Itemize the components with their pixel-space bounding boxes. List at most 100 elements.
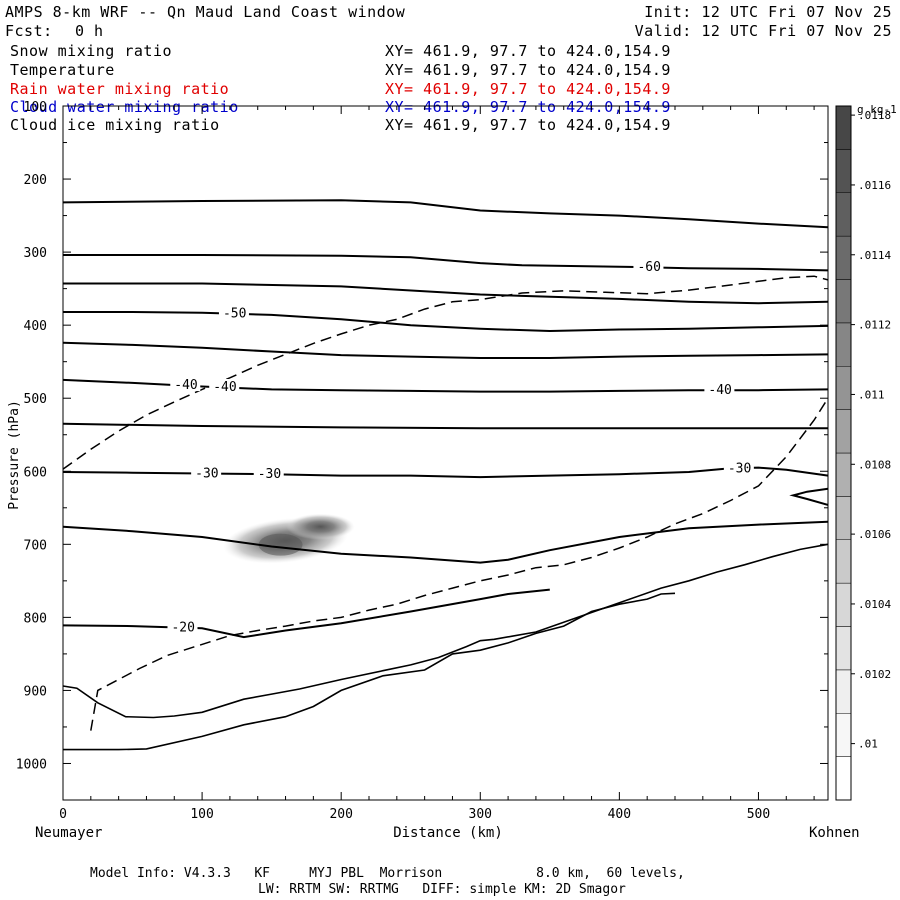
temperature-contour bbox=[62, 466, 829, 479]
temperature-contour bbox=[62, 341, 829, 359]
contour-label: -30 bbox=[258, 467, 281, 482]
legend-xy: XY= 461.9, 97.7 to 424.0,154.9 bbox=[385, 80, 671, 98]
contour-label: -30 bbox=[195, 466, 218, 481]
colorbar-swatch bbox=[835, 409, 852, 454]
terrain-line bbox=[63, 592, 676, 751]
x-axis-label: Distance (km) bbox=[393, 825, 503, 841]
x-right-label: Kohnen bbox=[809, 825, 860, 841]
colorbar-swatch bbox=[835, 279, 852, 324]
temperature-contour bbox=[63, 282, 829, 305]
colorbar-swatch bbox=[835, 192, 852, 237]
legend-name: Snow mixing ratio bbox=[10, 42, 173, 60]
init-time: Init: 12 UTC Fri 07 Nov 25 bbox=[644, 3, 892, 21]
y-axis-label: Pressure (hPa) bbox=[7, 400, 22, 510]
fcst-value: 0 h bbox=[75, 22, 104, 40]
temperature-contour bbox=[63, 254, 829, 272]
contour-label: -40 bbox=[174, 378, 197, 393]
fcst-label: Fcst: bbox=[5, 22, 53, 40]
contour-label-bg bbox=[704, 382, 735, 397]
colorbar-swatch bbox=[835, 105, 852, 150]
legend-xy: XY= 461.9, 97.7 to 424.0,154.9 bbox=[385, 116, 671, 134]
snow-contour bbox=[62, 275, 829, 470]
contour-label: -40 bbox=[708, 383, 731, 398]
colorbar-tick-label: .0116 bbox=[858, 179, 891, 192]
cloud-ice-core bbox=[258, 533, 303, 556]
contour-label: -50 bbox=[223, 306, 246, 321]
legend-name: Temperature bbox=[10, 61, 115, 79]
colorbar-tick-label: .0104 bbox=[858, 598, 891, 611]
y-tick-label: 500 bbox=[24, 392, 47, 407]
contour-label-bg bbox=[633, 259, 664, 274]
colorbar-tick-label: .0112 bbox=[858, 319, 891, 332]
x-tick-label: 100 bbox=[190, 807, 213, 822]
axes: 100 200 300 400 500 600 700 800 900 1000 0 100 200 30… bbox=[16, 100, 829, 822]
model-info-line1: Model Info: V4.3.3 KF MYJ PBL Morrison 8… bbox=[90, 866, 685, 881]
x-tick-label: 200 bbox=[329, 807, 352, 822]
y-tick-label: 100 bbox=[24, 100, 47, 115]
legend-xy: XY= 461.9, 97.7 to 424.0,154.9 bbox=[385, 42, 671, 60]
colorbar-tick-label: .0118 bbox=[858, 109, 891, 122]
valid-time: Valid: 12 UTC Fri 07 Nov 25 bbox=[634, 22, 892, 40]
y-tick-label: 600 bbox=[24, 465, 47, 480]
colorbar-swatch bbox=[835, 539, 852, 584]
y-tick-label: 300 bbox=[24, 246, 47, 261]
y-tick-label: 200 bbox=[24, 173, 47, 188]
colorbar: .01 .0102 .0104 .0106 .0108 .011 .0112 .0114 .01… bbox=[835, 105, 891, 801]
snow-contours bbox=[62, 275, 829, 731]
contour-label-bg bbox=[723, 460, 754, 475]
colorbar-swatch bbox=[835, 452, 852, 497]
terrain-line bbox=[62, 543, 829, 719]
contour-label: -30 bbox=[728, 462, 751, 477]
plot-frame bbox=[62, 105, 829, 801]
contour-label: -60 bbox=[637, 260, 660, 275]
terrain-lines bbox=[62, 543, 829, 751]
colorbar-swatch bbox=[835, 582, 852, 627]
contour-label-bg bbox=[218, 305, 249, 320]
y-tick-label: 800 bbox=[24, 611, 47, 626]
x-tick-label: 400 bbox=[608, 807, 631, 822]
legend-xy: XY= 461.9, 97.7 to 424.0,154.9 bbox=[385, 61, 671, 79]
legend-name: Cloud water mixing ratio bbox=[10, 98, 239, 116]
colorbar-swatch bbox=[835, 496, 852, 540]
temperature-contour bbox=[62, 422, 828, 430]
model-info-line2: LW: RRTM SW: RRTMG DIFF: simple KM: 2D S… bbox=[258, 882, 626, 897]
temperature-contour bbox=[63, 311, 829, 333]
chart-title: AMPS 8-km WRF -- Qn Maud Land Coast wind… bbox=[5, 3, 406, 21]
colorbar-swatch bbox=[835, 713, 852, 757]
colorbar-tick-label: .011 bbox=[858, 388, 885, 401]
cloud-ice-shading bbox=[223, 513, 355, 564]
contour-labels: -60 -50 -40 -40 -40 -30 -30 -30 -20 bbox=[167, 259, 754, 635]
colorbar-tick-label: .0114 bbox=[858, 249, 891, 262]
colorbar-tick-label: .0108 bbox=[858, 458, 891, 471]
colorbar-frame bbox=[835, 105, 852, 801]
contour-label-bg bbox=[167, 619, 198, 634]
contour-label-bg bbox=[209, 378, 240, 393]
colorbar-swatch bbox=[835, 149, 852, 193]
contour-label: -40 bbox=[213, 380, 236, 395]
y-tick-label: 700 bbox=[24, 538, 47, 553]
colorbar-swatch bbox=[835, 235, 852, 280]
colorbar-swatch bbox=[835, 669, 852, 714]
colorbar-swatch bbox=[835, 366, 852, 410]
contour-label-bg bbox=[253, 466, 284, 481]
x-tick-label: 0 bbox=[59, 807, 67, 822]
legend-name: Cloud ice mixing ratio bbox=[10, 116, 220, 134]
y-tick-label: 900 bbox=[24, 684, 47, 699]
y-tick-label: 400 bbox=[24, 319, 47, 334]
y-tick-label: 1000 bbox=[16, 757, 47, 772]
temperature-contour bbox=[789, 487, 829, 506]
colorbar-tick-label: .0102 bbox=[858, 668, 891, 681]
colorbar-swatch bbox=[835, 626, 852, 671]
contour-label-bg bbox=[170, 377, 201, 392]
x-tick-label: 300 bbox=[469, 807, 492, 822]
legend-xy: XY= 461.9, 97.7 to 424.0,154.9 bbox=[385, 98, 671, 116]
snow-contour bbox=[90, 397, 829, 731]
x-tick-label: 500 bbox=[747, 807, 770, 822]
contour-label: -20 bbox=[171, 620, 194, 635]
colorbar-tick-label: .01 bbox=[858, 738, 878, 751]
cloud-ice-blob bbox=[286, 513, 355, 540]
colorbar-swatch bbox=[835, 756, 852, 801]
temperature-contours bbox=[62, 199, 829, 639]
contour-label-bg bbox=[191, 465, 222, 480]
colorbar-tick-label: .0106 bbox=[858, 528, 891, 541]
